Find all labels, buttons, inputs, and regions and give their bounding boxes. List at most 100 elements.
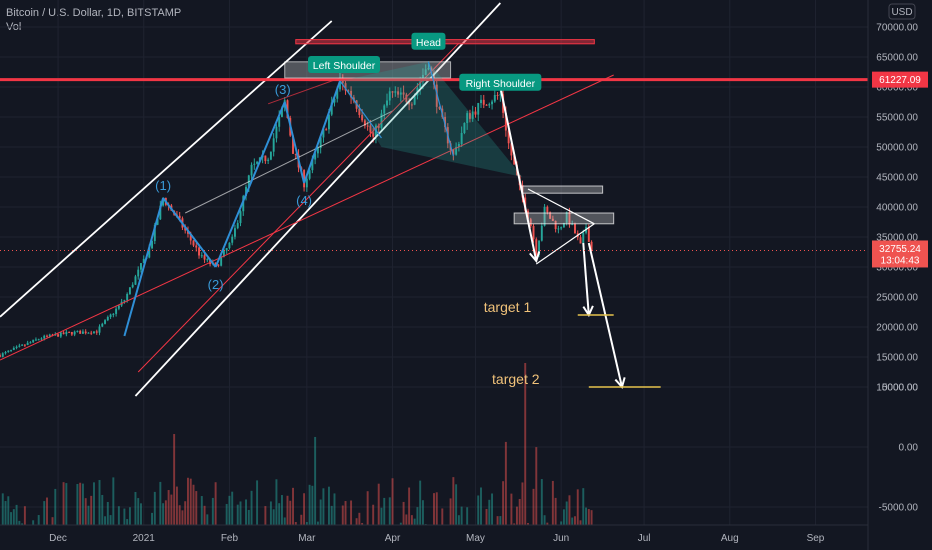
candle-body xyxy=(76,330,79,332)
candle-body xyxy=(90,332,93,334)
volume-bar xyxy=(532,488,535,550)
volume-bar xyxy=(524,363,527,550)
candle-body xyxy=(543,206,546,226)
volume-bar xyxy=(189,478,192,550)
resistance-badge-text: 61227.09 xyxy=(879,75,921,86)
currency-badge[interactable]: USD xyxy=(888,3,916,20)
candle-body xyxy=(209,259,212,265)
candle-body xyxy=(319,137,322,149)
volume-bar xyxy=(98,480,101,550)
time-tick-label: Jul xyxy=(638,533,651,544)
candle-body xyxy=(109,314,112,317)
channel-lower-line xyxy=(134,2,502,397)
candle-body xyxy=(228,242,231,249)
candle-body xyxy=(151,240,154,249)
candle-body xyxy=(471,111,474,119)
volume-bar xyxy=(554,497,557,550)
candle-body xyxy=(438,106,441,109)
time-tick-label: 2021 xyxy=(133,533,156,544)
price-axis-bg[interactable] xyxy=(868,0,932,550)
time-axis-bg[interactable] xyxy=(0,525,868,550)
candle-body xyxy=(162,197,165,206)
candle-body xyxy=(361,114,364,121)
price-tick-label: 70000.00 xyxy=(876,23,918,34)
candle-body xyxy=(568,212,571,225)
pattern-label-box[interactable] xyxy=(411,32,446,50)
candle-body xyxy=(350,90,353,98)
candle-body xyxy=(220,256,223,266)
time-tick-label: Sep xyxy=(807,533,825,544)
price-tick-label: 50000.00 xyxy=(876,143,918,154)
volume-bar xyxy=(311,485,314,550)
candle-body xyxy=(394,91,397,93)
candle-body xyxy=(485,104,488,106)
candle-body xyxy=(79,330,82,334)
candle-body xyxy=(184,227,187,231)
volume-bar xyxy=(303,493,306,550)
time-tick-label: Jun xyxy=(553,533,569,544)
candle-body xyxy=(358,108,361,115)
wave-line xyxy=(283,101,306,184)
candle-body xyxy=(272,138,275,152)
candle-body xyxy=(292,135,294,154)
channel-upper-line xyxy=(0,20,333,318)
candle-body xyxy=(245,186,247,197)
candle-body xyxy=(26,342,29,346)
wave-line xyxy=(123,197,165,337)
candle-body xyxy=(178,215,181,219)
candle-body xyxy=(62,332,65,335)
volume-bar xyxy=(195,491,198,550)
volume-bar xyxy=(504,441,507,550)
candle-body xyxy=(48,334,51,337)
candle-body xyxy=(554,220,557,230)
volume-bar xyxy=(292,487,294,550)
candle-body xyxy=(4,352,7,354)
candle-body xyxy=(0,355,1,357)
candle-body xyxy=(507,130,510,144)
arrow-down-1 xyxy=(499,86,538,262)
candle-body xyxy=(535,239,538,256)
candle-body xyxy=(410,104,413,106)
volume-bar xyxy=(211,497,214,550)
hs-line xyxy=(339,80,382,139)
candle-body xyxy=(333,98,336,103)
volume-bar xyxy=(322,488,325,550)
candle-body xyxy=(413,95,416,105)
candle-body xyxy=(54,334,57,336)
volume-bar xyxy=(84,498,87,550)
candle-body xyxy=(336,89,339,99)
price-tick-label: 65000.00 xyxy=(876,53,918,64)
volume-bar xyxy=(112,477,115,550)
annotation-labels: (1) (2) (3) (4) Left Shoulder Head Right Shoul… xyxy=(155,32,542,292)
volume-bar xyxy=(170,494,173,550)
candle-body xyxy=(280,107,283,117)
volume-bar xyxy=(551,480,554,550)
candle-body xyxy=(352,97,355,101)
pattern-label-box[interactable] xyxy=(459,73,542,91)
symbol-title[interactable]: Bitcoin / U.S. Dollar, 1D, BITSTAMP xyxy=(6,7,182,19)
volume-bar xyxy=(502,481,505,550)
candle-body xyxy=(499,94,502,96)
countdown-text: 13:04:43 xyxy=(881,255,920,266)
volume-bar xyxy=(79,482,82,550)
price-tick-label: 40000.00 xyxy=(876,203,918,214)
channel-inner-line xyxy=(184,110,393,214)
volume-bar xyxy=(568,495,571,550)
candle-body xyxy=(347,90,350,92)
candle-body xyxy=(123,300,126,302)
candle-body xyxy=(582,232,585,244)
volume-bar xyxy=(167,490,170,550)
candle-body xyxy=(222,250,225,257)
candle-body xyxy=(59,332,62,337)
volume-bar xyxy=(521,482,524,550)
candle-body xyxy=(46,335,48,337)
candle-body xyxy=(493,94,496,102)
candle-body xyxy=(463,122,466,133)
candle-body xyxy=(57,334,60,337)
pattern-label-box[interactable] xyxy=(308,56,381,73)
candle-body xyxy=(156,219,159,225)
price-tick-label: 60000.00 xyxy=(876,83,918,94)
volume-bar xyxy=(366,491,369,550)
